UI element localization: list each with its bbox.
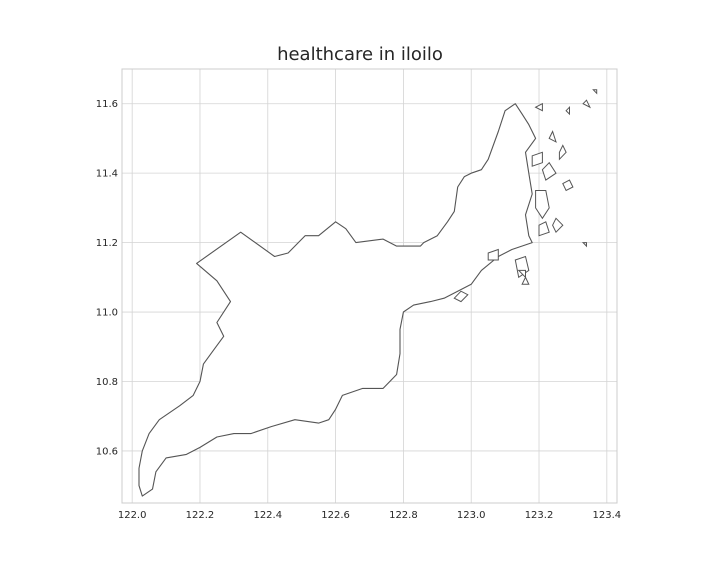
x-tick-label: 123.0 (457, 510, 486, 521)
y-tick-label: 11.4 (96, 169, 118, 180)
island-outline (582, 99, 592, 109)
island-outline (453, 290, 469, 303)
iloilo-province-outline (138, 103, 537, 497)
island-outline (538, 221, 550, 237)
plot-frame (121, 68, 618, 504)
island-outline (521, 276, 530, 285)
island-outline (548, 130, 557, 143)
x-tick-label: 122.6 (321, 510, 350, 521)
map-title: healthcare in iloilo (277, 44, 443, 65)
island-outline (535, 190, 550, 220)
x-tick-label: 122.2 (186, 510, 215, 521)
island-outline (565, 105, 570, 116)
y-tick-label: 10.8 (96, 377, 118, 388)
island-outline (531, 151, 543, 167)
island-outline (562, 179, 574, 192)
island-outline (487, 248, 499, 261)
island-outline (552, 217, 564, 234)
island-outline (517, 269, 526, 279)
x-tick-label: 122.0 (118, 510, 147, 521)
y-tick-label: 11.2 (96, 238, 118, 249)
y-tick-label: 11.6 (96, 99, 118, 110)
y-tick-label: 11.0 (96, 308, 118, 319)
x-tick-label: 123.4 (593, 510, 622, 521)
island-outline (534, 102, 543, 112)
island-outline (581, 242, 587, 248)
island-outline (541, 161, 557, 181)
x-tick-label: 123.2 (525, 510, 554, 521)
island-outline (592, 89, 598, 95)
x-tick-label: 122.4 (253, 510, 282, 521)
x-tick-label: 122.8 (389, 510, 418, 521)
y-tick-label: 10.6 (96, 446, 118, 457)
island-outline (558, 144, 567, 161)
